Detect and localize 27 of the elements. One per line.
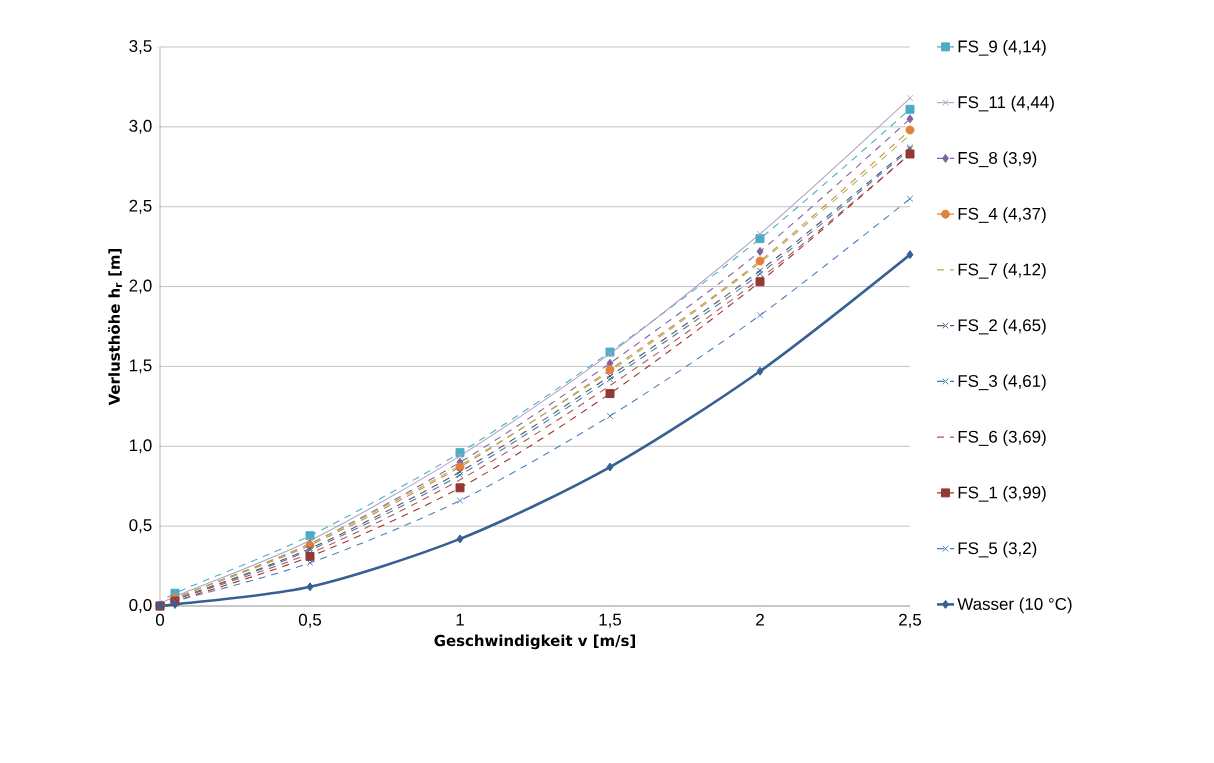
legend-label: FS_1 (3,99) <box>958 486 1046 502</box>
x-tick-label: 1 <box>456 613 464 626</box>
legend-label: FS_5 (3,2) <box>958 541 1037 558</box>
y-tick-label: 2,5 <box>129 199 152 214</box>
y-axis-title: Verlusthöhe h$_{r}$ [m] <box>108 248 122 406</box>
y-tick-label: 3,0 <box>129 119 152 134</box>
legend-label: FS_9 (4,14) <box>958 40 1046 56</box>
legend-label: FS_7 (4,12) <box>958 263 1046 279</box>
y-tick-label: 2,0 <box>129 279 152 294</box>
legend-label: Wasser (10 °C) <box>957 597 1072 614</box>
legend-label: FS_3 (4,61) <box>958 374 1046 391</box>
legend-label: FS_4 (4,37) <box>958 207 1046 224</box>
x-tick-label: 2,5 <box>899 613 922 628</box>
x-tick-label: 0,5 <box>298 613 322 628</box>
y-tick-label: 0,0 <box>129 599 152 613</box>
legend-label: FS_11 (4,44) <box>958 95 1054 112</box>
y-tick-label: 3,5 <box>129 40 152 54</box>
y-tick-label: 1,5 <box>129 359 152 374</box>
legend-label: FS_2 (4,65) <box>958 318 1046 335</box>
x-tick-label: 0 <box>155 613 165 626</box>
legend-label: FS_8 (3,9) <box>958 151 1037 168</box>
x-axis-title: Geschwindigkeit v [m/s] <box>434 634 635 650</box>
y-tick-label: 0,5 <box>129 519 152 534</box>
x-tick-label: 1,5 <box>599 613 622 628</box>
y-tick-label: 1,0 <box>129 439 152 454</box>
x-tick-label: 2 <box>756 613 764 626</box>
legend-label: FS_6 (3,69) <box>958 430 1046 447</box>
